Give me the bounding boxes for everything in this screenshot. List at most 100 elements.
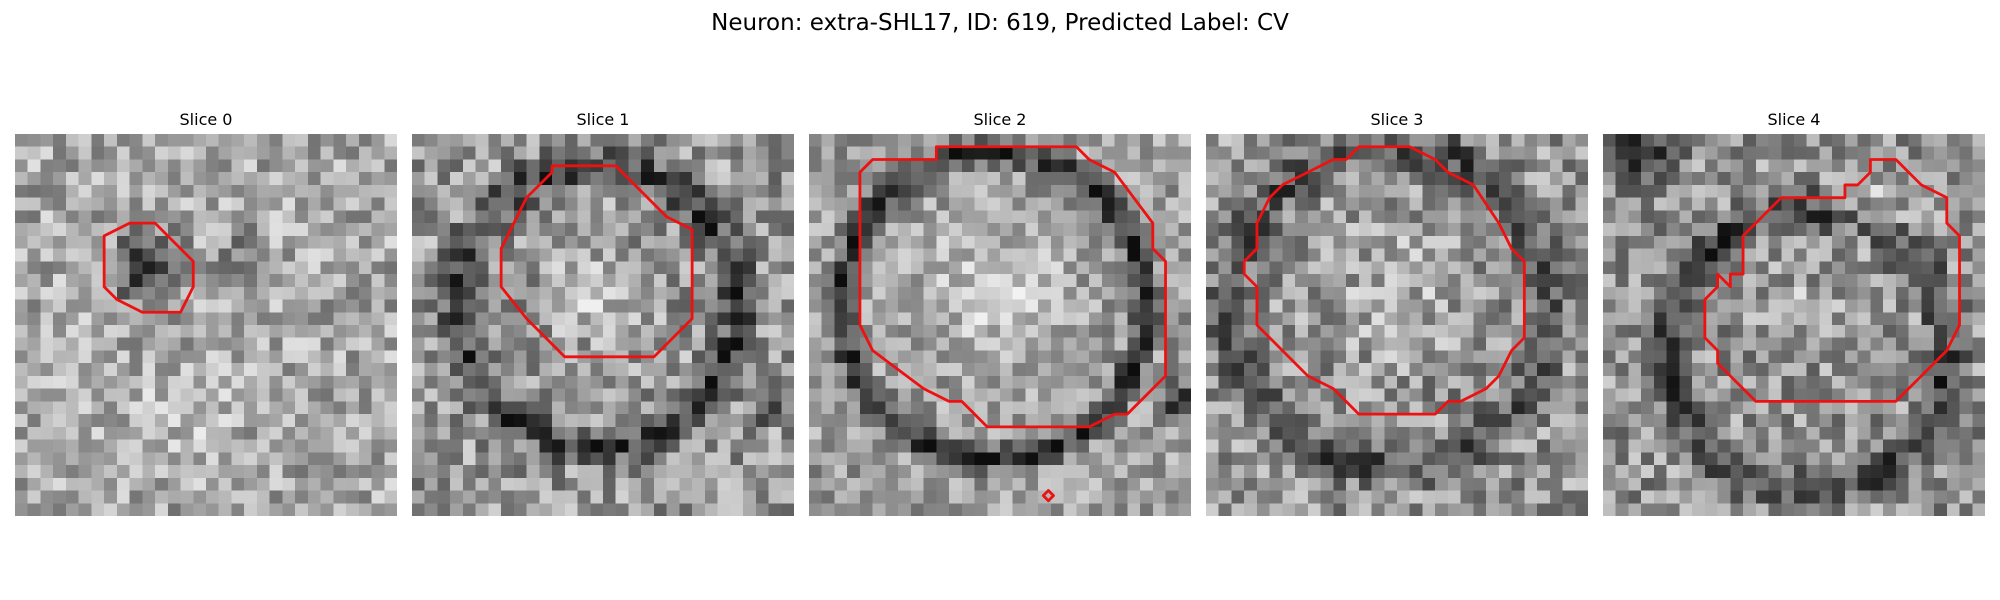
pixel [1537,325,1551,338]
pixel [526,299,540,313]
pixel [358,146,372,160]
pixel [1460,197,1474,211]
pixel [142,197,156,211]
pixel [1114,490,1128,504]
pixel [1025,325,1039,338]
pixel [859,325,873,338]
pixel [821,312,835,326]
pixel [768,134,782,147]
pixel [180,426,194,440]
pixel [91,146,105,160]
pixel [666,350,680,364]
pixel [577,210,591,224]
pixel [1358,172,1372,186]
pixel [1692,235,1706,249]
pixel [755,210,769,224]
pixel [371,159,385,173]
pixel [346,350,360,364]
pixel [834,184,848,198]
pixel [1870,197,1884,211]
pixel [155,325,169,338]
pixel [1511,223,1525,237]
pixel [1025,439,1039,453]
pixel [1972,490,1985,504]
pixel [358,172,372,186]
pixel [1384,184,1398,198]
pixel [1679,477,1693,491]
pixel [155,363,169,377]
pixel [1806,490,1820,504]
pixel [821,248,835,262]
pixel [1549,248,1563,262]
pixel [1422,363,1436,377]
pixel [809,452,822,466]
pixel [923,426,937,440]
pixel [1692,363,1706,377]
pixel [1717,159,1731,173]
pixel [333,414,347,428]
pixel [821,184,835,198]
pixel [1870,401,1884,415]
pixel [847,172,861,186]
pixel [1704,350,1718,364]
pixel [603,363,616,377]
pixel [1397,503,1410,516]
pixel [781,375,794,389]
pixel [206,401,219,415]
pixel [371,325,385,338]
pixel [193,503,207,516]
pixel [1603,426,1616,440]
pixel [847,248,861,262]
pixel [755,134,769,147]
pixel [78,248,92,262]
pixel [1883,235,1897,249]
pixel [1460,299,1474,313]
pixel [1409,503,1423,516]
pixel [1844,452,1858,466]
pixel [193,184,207,198]
pixel [65,363,79,377]
pixel [872,325,886,338]
pixel [1320,274,1334,288]
pixel [15,235,28,249]
pixel [1397,184,1410,198]
pixel [450,134,464,147]
pixel [1603,337,1616,351]
pixel [116,146,130,160]
pixel [1615,197,1629,211]
pixel [704,337,718,351]
pixel [218,465,232,479]
pixel [679,223,693,237]
pixel [1435,337,1449,351]
pixel [333,172,347,186]
pixel [1679,210,1693,224]
pixel [1730,248,1744,262]
pixel [231,184,245,198]
pixel [1101,375,1115,389]
pixel [193,159,207,173]
pixel [603,401,616,415]
pixel [539,146,553,160]
pixel [1397,274,1410,288]
pixel [437,134,451,147]
pixel [1768,325,1782,338]
pixel [437,325,451,338]
pixel [987,197,1001,211]
pixel [384,210,397,224]
pixel [295,223,309,237]
pixel [1704,172,1718,186]
pixel [1333,286,1347,300]
pixel [1794,375,1807,389]
pixel [1050,197,1064,211]
pixel [949,363,963,377]
pixel [1730,235,1744,249]
pixel [1603,401,1616,415]
pixel [1295,146,1309,160]
pixel [615,388,629,402]
pixel [1256,235,1270,249]
pixel [1743,299,1757,313]
pixel [1717,490,1731,504]
pixel [1537,452,1551,466]
pixel [834,375,848,389]
pixel [206,503,219,516]
